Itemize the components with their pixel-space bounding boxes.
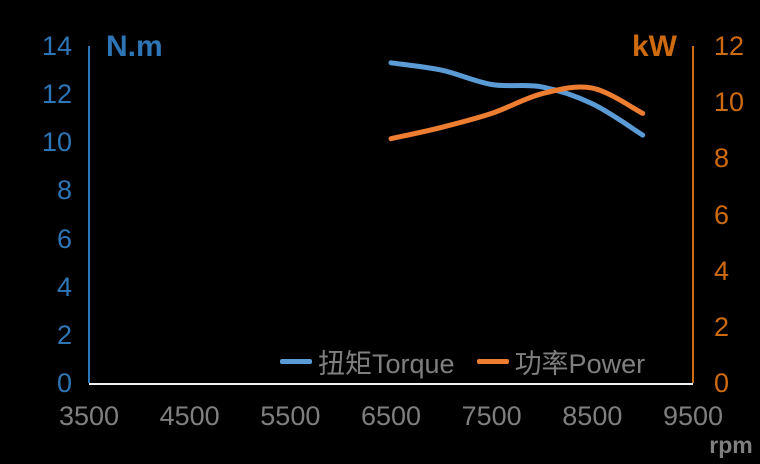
legend-label-torque: 扭矩Torque <box>318 349 455 379</box>
legend: 扭矩Torque 功率Power <box>280 342 645 381</box>
power-line <box>388 84 646 142</box>
right-axis-title: kW <box>632 30 677 63</box>
x-axis-unit-label: rpm <box>709 432 753 458</box>
torque-line <box>388 60 646 138</box>
legend-label-power: 功率Power <box>514 349 646 379</box>
power-line-swatch <box>476 359 509 364</box>
legend-item-power: 功率Power <box>476 342 646 381</box>
left-axis-title: N.m <box>106 30 163 63</box>
legend-item-torque: 扭矩Torque <box>280 342 455 381</box>
torque-line-swatch <box>280 359 312 364</box>
